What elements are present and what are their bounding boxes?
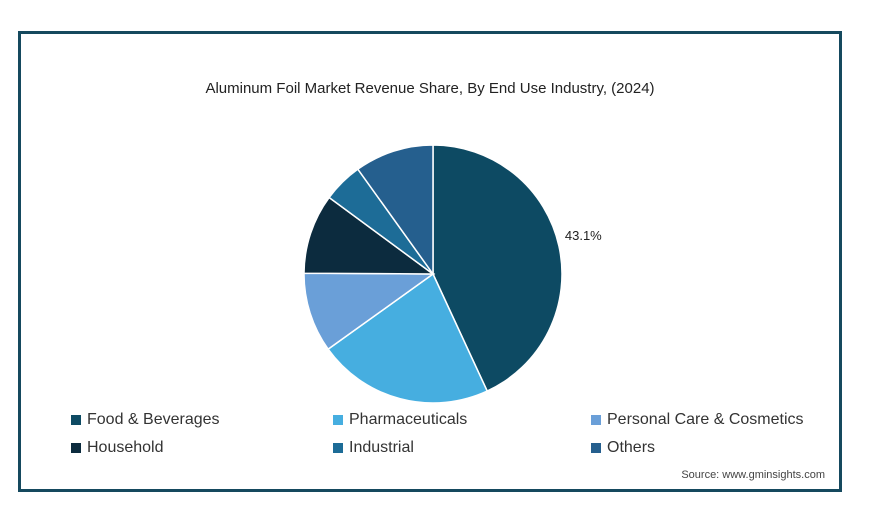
legend-label: Personal Care & Cosmetics [607, 411, 804, 428]
legend-swatch [71, 443, 81, 453]
legend-item: Others [591, 439, 655, 457]
legend-label: Household [87, 439, 164, 456]
data-label: 43.1% [565, 228, 602, 243]
pie-slice-personal-care-cosmetics [303, 272, 436, 351]
legend-item: Industrial [333, 439, 414, 457]
legend-label: Others [607, 439, 656, 456]
pie-chart: 43.1% [303, 144, 602, 404]
legend-item: Food & Beverages [71, 411, 220, 429]
pie-slice-pharmaceuticals [327, 272, 489, 404]
legend-label: Pharmaceuticals [349, 411, 468, 428]
chart-title: Aluminum Foil Market Revenue Share, By E… [205, 80, 655, 97]
legend-swatch [71, 415, 81, 425]
source-note: Source: www.gminsights.com [681, 469, 825, 481]
legend-label: Industrial [349, 439, 414, 456]
legend-item: Household [71, 439, 164, 457]
legend-label: Food & Beverages [87, 411, 220, 428]
legend-item: Personal Care & Cosmetics [591, 411, 804, 429]
chart-frame: Aluminum Foil Market Revenue Share, By E… [18, 31, 842, 492]
legend-swatch [591, 443, 601, 453]
legend-swatch [591, 415, 601, 425]
legend-swatch [333, 443, 343, 453]
pie-slice-food-beverages [432, 144, 563, 393]
pie-slice-others [356, 144, 434, 277]
legend-item: Pharmaceuticals [333, 411, 467, 429]
pie-slice-household [303, 196, 436, 275]
legend-swatch [333, 415, 343, 425]
